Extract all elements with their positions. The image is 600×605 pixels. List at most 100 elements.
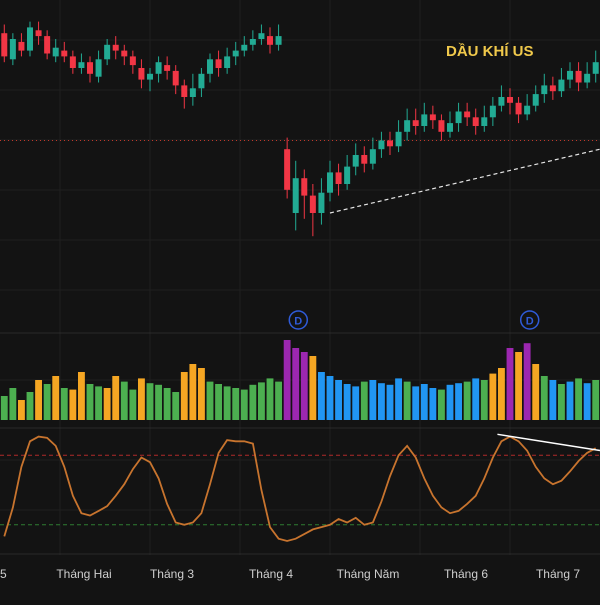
candle-body [78, 62, 85, 68]
volume-bar [506, 348, 514, 420]
volume-bar [489, 373, 497, 420]
support-trendline [329, 148, 600, 214]
volume-bar [575, 378, 582, 420]
candle-body [224, 56, 231, 68]
volume-bar [403, 381, 411, 420]
candle-body [27, 27, 33, 51]
candle-body [352, 155, 359, 167]
volume-bar [309, 356, 317, 420]
volume-bar [318, 372, 325, 420]
candle-body [472, 117, 479, 126]
candle-body [52, 47, 59, 57]
x-axis-label: 5 [0, 567, 7, 581]
candle-body [249, 39, 256, 45]
x-axis-label: Tháng 7 [536, 567, 580, 581]
candle-body [378, 140, 385, 150]
volume-bar [532, 364, 540, 420]
volume-bar [515, 352, 522, 420]
volume-bar [206, 381, 214, 420]
candle-body [412, 120, 419, 126]
dividend-label: D [294, 316, 302, 328]
candle-body [155, 62, 162, 74]
candle-body [575, 70, 582, 83]
volume-bar [18, 400, 25, 420]
volume-bar [198, 368, 205, 420]
volume-bar [300, 352, 308, 420]
volume-bar [386, 384, 394, 420]
candle-body [275, 36, 282, 45]
candle-body [592, 62, 599, 74]
volume-bar [95, 386, 102, 420]
volume-bar [112, 376, 120, 420]
candle-body [189, 88, 196, 97]
volume-bar [275, 381, 282, 420]
volume-bar [69, 389, 77, 420]
candle-body [61, 50, 68, 57]
candle-body [207, 59, 213, 74]
oscillator-line [3, 435, 597, 542]
candle-body [404, 120, 411, 132]
dividend-marker: D [288, 310, 309, 330]
volume-bar [43, 384, 51, 420]
candle-body [181, 85, 188, 97]
volume-bar [155, 384, 162, 420]
candle-body [369, 149, 376, 164]
candle-body [112, 44, 119, 51]
candle-body [121, 50, 128, 57]
candle-body [232, 50, 239, 57]
candle-body [387, 140, 393, 147]
volume-bar [146, 383, 154, 420]
volume-bar [438, 389, 445, 420]
x-axis-label: Tháng 3 [150, 567, 194, 581]
volume-bar [240, 389, 248, 420]
volume-bar [9, 388, 17, 420]
volume-bar [566, 381, 574, 420]
candle-body [464, 111, 471, 118]
volume-bar [352, 386, 360, 420]
candle-body [532, 94, 539, 106]
volume-bar [129, 389, 137, 420]
candle-body [164, 65, 171, 71]
candle-body [481, 117, 488, 126]
candle-body [567, 70, 573, 80]
candle-body [292, 178, 299, 213]
candle-body [18, 41, 25, 51]
volume-bar [592, 380, 600, 420]
volume-bar [558, 384, 565, 420]
volume-bar [335, 380, 342, 420]
volume-bar [498, 368, 505, 420]
candle-body [584, 73, 591, 83]
dividend-circle [519, 310, 540, 330]
candle-body [447, 123, 453, 132]
candle-body [524, 105, 531, 115]
oscillator-pane [0, 433, 600, 542]
volume-bar [52, 376, 60, 420]
volume-bar [378, 383, 385, 420]
volume-bar [420, 384, 428, 420]
candle-body [138, 68, 145, 80]
volume-bar [412, 386, 420, 420]
volume-pane [0, 340, 600, 420]
candle-body [361, 155, 368, 164]
volume-bar [446, 384, 454, 420]
volume-bar [292, 348, 300, 420]
volume-bar [463, 381, 471, 420]
volume-bar [283, 340, 291, 420]
candle-body [172, 70, 179, 86]
candle-body [44, 36, 51, 54]
volume-bar [480, 380, 488, 420]
volume-bar [343, 384, 351, 420]
volume-bar [258, 382, 265, 420]
candle-body [87, 62, 93, 74]
candle-body [421, 114, 428, 126]
candle-body [429, 114, 436, 121]
dividend-label: D [526, 316, 534, 328]
volume-bar [35, 380, 42, 420]
volume-bar [26, 392, 34, 420]
candle-body [241, 44, 248, 51]
candle-body [301, 178, 308, 196]
volume-bar [172, 392, 180, 420]
